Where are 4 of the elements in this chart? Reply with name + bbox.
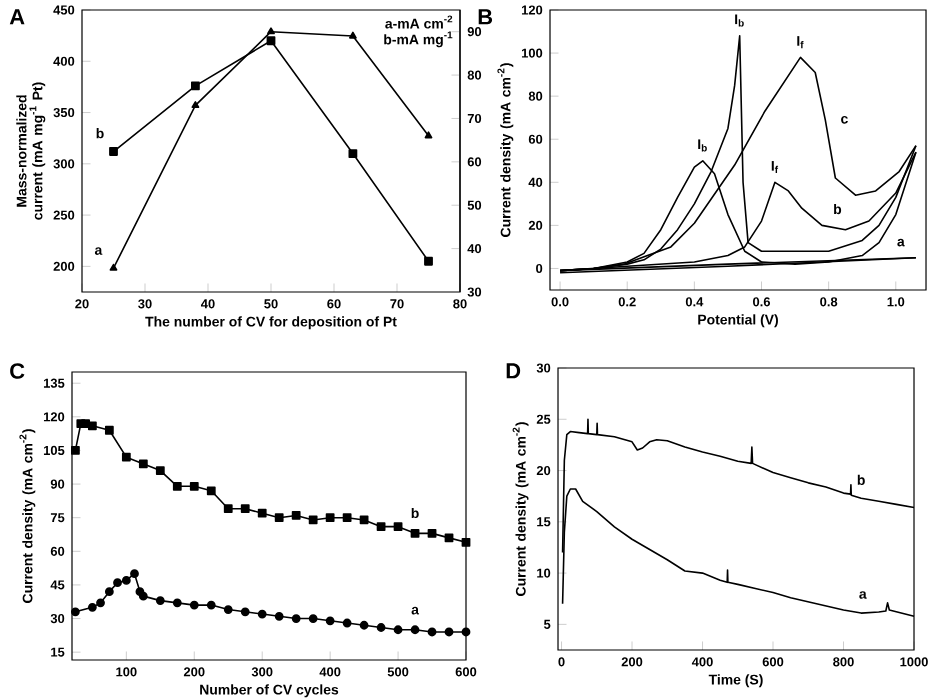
chart-title: A bbox=[9, 9, 25, 25]
chart-title: B bbox=[478, 9, 493, 25]
chart-title: C bbox=[10, 363, 25, 379]
chart-title: D bbox=[506, 363, 521, 379]
